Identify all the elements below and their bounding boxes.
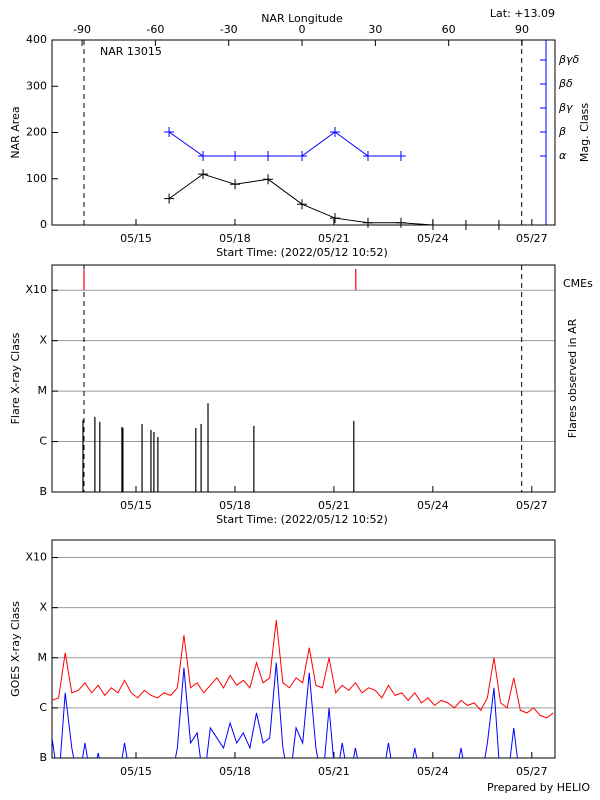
point-marker [460,220,471,230]
point-marker [198,169,209,180]
y-tick-label: B [39,751,47,764]
x2-tick-label: -60 [146,23,164,36]
series-line [52,662,518,758]
x2-tick-label: -90 [73,23,91,36]
y-tick-label: 400 [26,33,47,46]
point-marker [263,174,274,185]
y-tick-label: 100 [26,172,47,185]
series-line [52,620,554,719]
cme-label: CMEs [563,277,593,290]
point-marker [362,217,373,228]
point-marker [395,150,406,161]
point-marker [493,220,504,230]
y2-tick-label: βγδ [558,53,580,66]
x2-tick-label: 30 [368,23,382,36]
point-marker [329,126,340,137]
y-tick-label: 200 [26,126,47,139]
y-axis-label: GOES X-ray Class [9,601,22,697]
point-marker [427,220,438,230]
point-marker [230,150,241,161]
x-tick-label: 05/27 [516,499,548,512]
y2-axis-label: Flares observed in AR [566,318,579,438]
x-tick-label: 05/21 [318,232,350,245]
y-tick-label: C [39,701,47,714]
y2-tick-label: β [558,125,566,138]
x2-tick-label: 60 [442,23,456,36]
x-tick-label: 05/27 [516,765,548,778]
x-tick-label: 05/15 [120,499,152,512]
point-marker [198,150,209,161]
point-marker [362,150,373,161]
x-axis-label: Start Time: (2022/05/12 10:52) [216,513,388,526]
y-tick-label: M [38,384,48,397]
x-tick-label: 05/24 [417,232,449,245]
x-axis-label: Start Time: (2022/05/12 10:52) [216,246,388,259]
y-tick-label: X [39,334,47,347]
x-tick-label: 05/21 [318,765,350,778]
y-axis-label: NAR Area [9,106,22,158]
plot-frame [51,539,556,759]
x-tick-label: 05/24 [417,765,449,778]
point-marker [297,199,308,210]
x-tick-label: 05/24 [417,499,449,512]
plot-frame [51,39,556,226]
x-tick-label: 05/18 [219,232,251,245]
x2-tick-label: 0 [299,23,306,36]
y-tick-label: X10 [25,551,47,564]
y2-tick-label: βδ [558,77,573,90]
x2-tick-label: 90 [515,23,529,36]
y2-axis-label: Mag. Class [578,103,591,162]
point-marker [263,150,274,161]
x2-axis-label: NAR Longitude [261,12,343,25]
point-marker [329,213,340,224]
y-tick-label: C [39,435,47,448]
point-marker [164,126,175,137]
y-tick-label: X [39,601,47,614]
y-tick-label: X10 [25,283,47,296]
series-line [168,131,401,157]
x-tick-label: 05/18 [219,499,251,512]
y2-tick-label: βγ [558,101,573,114]
x-tick-label: 05/18 [219,765,251,778]
point-marker [230,179,241,190]
y2-tick-label: α [559,149,567,162]
x-tick-label: 05/21 [318,499,350,512]
y-tick-label: M [38,651,48,664]
y-tick-label: 0 [40,218,47,231]
plot-frame [51,264,556,493]
x-tick-label: 05/15 [120,232,152,245]
x-tick-label: 05/27 [516,232,548,245]
chart-title: NAR 13015 [100,45,162,58]
y-tick-label: B [39,485,47,498]
x-tick-label: 05/15 [120,765,152,778]
footer: Prepared by HELIO [487,781,590,794]
chart-subtitle: Lat: +13.09 [490,7,555,20]
point-marker [395,217,406,228]
point-marker [297,150,308,161]
point-marker [164,193,175,204]
series-line [168,173,499,225]
y-tick-label: 300 [26,79,47,92]
y-axis-label: Flare X-ray Class [9,332,22,424]
x2-tick-label: -30 [220,23,238,36]
